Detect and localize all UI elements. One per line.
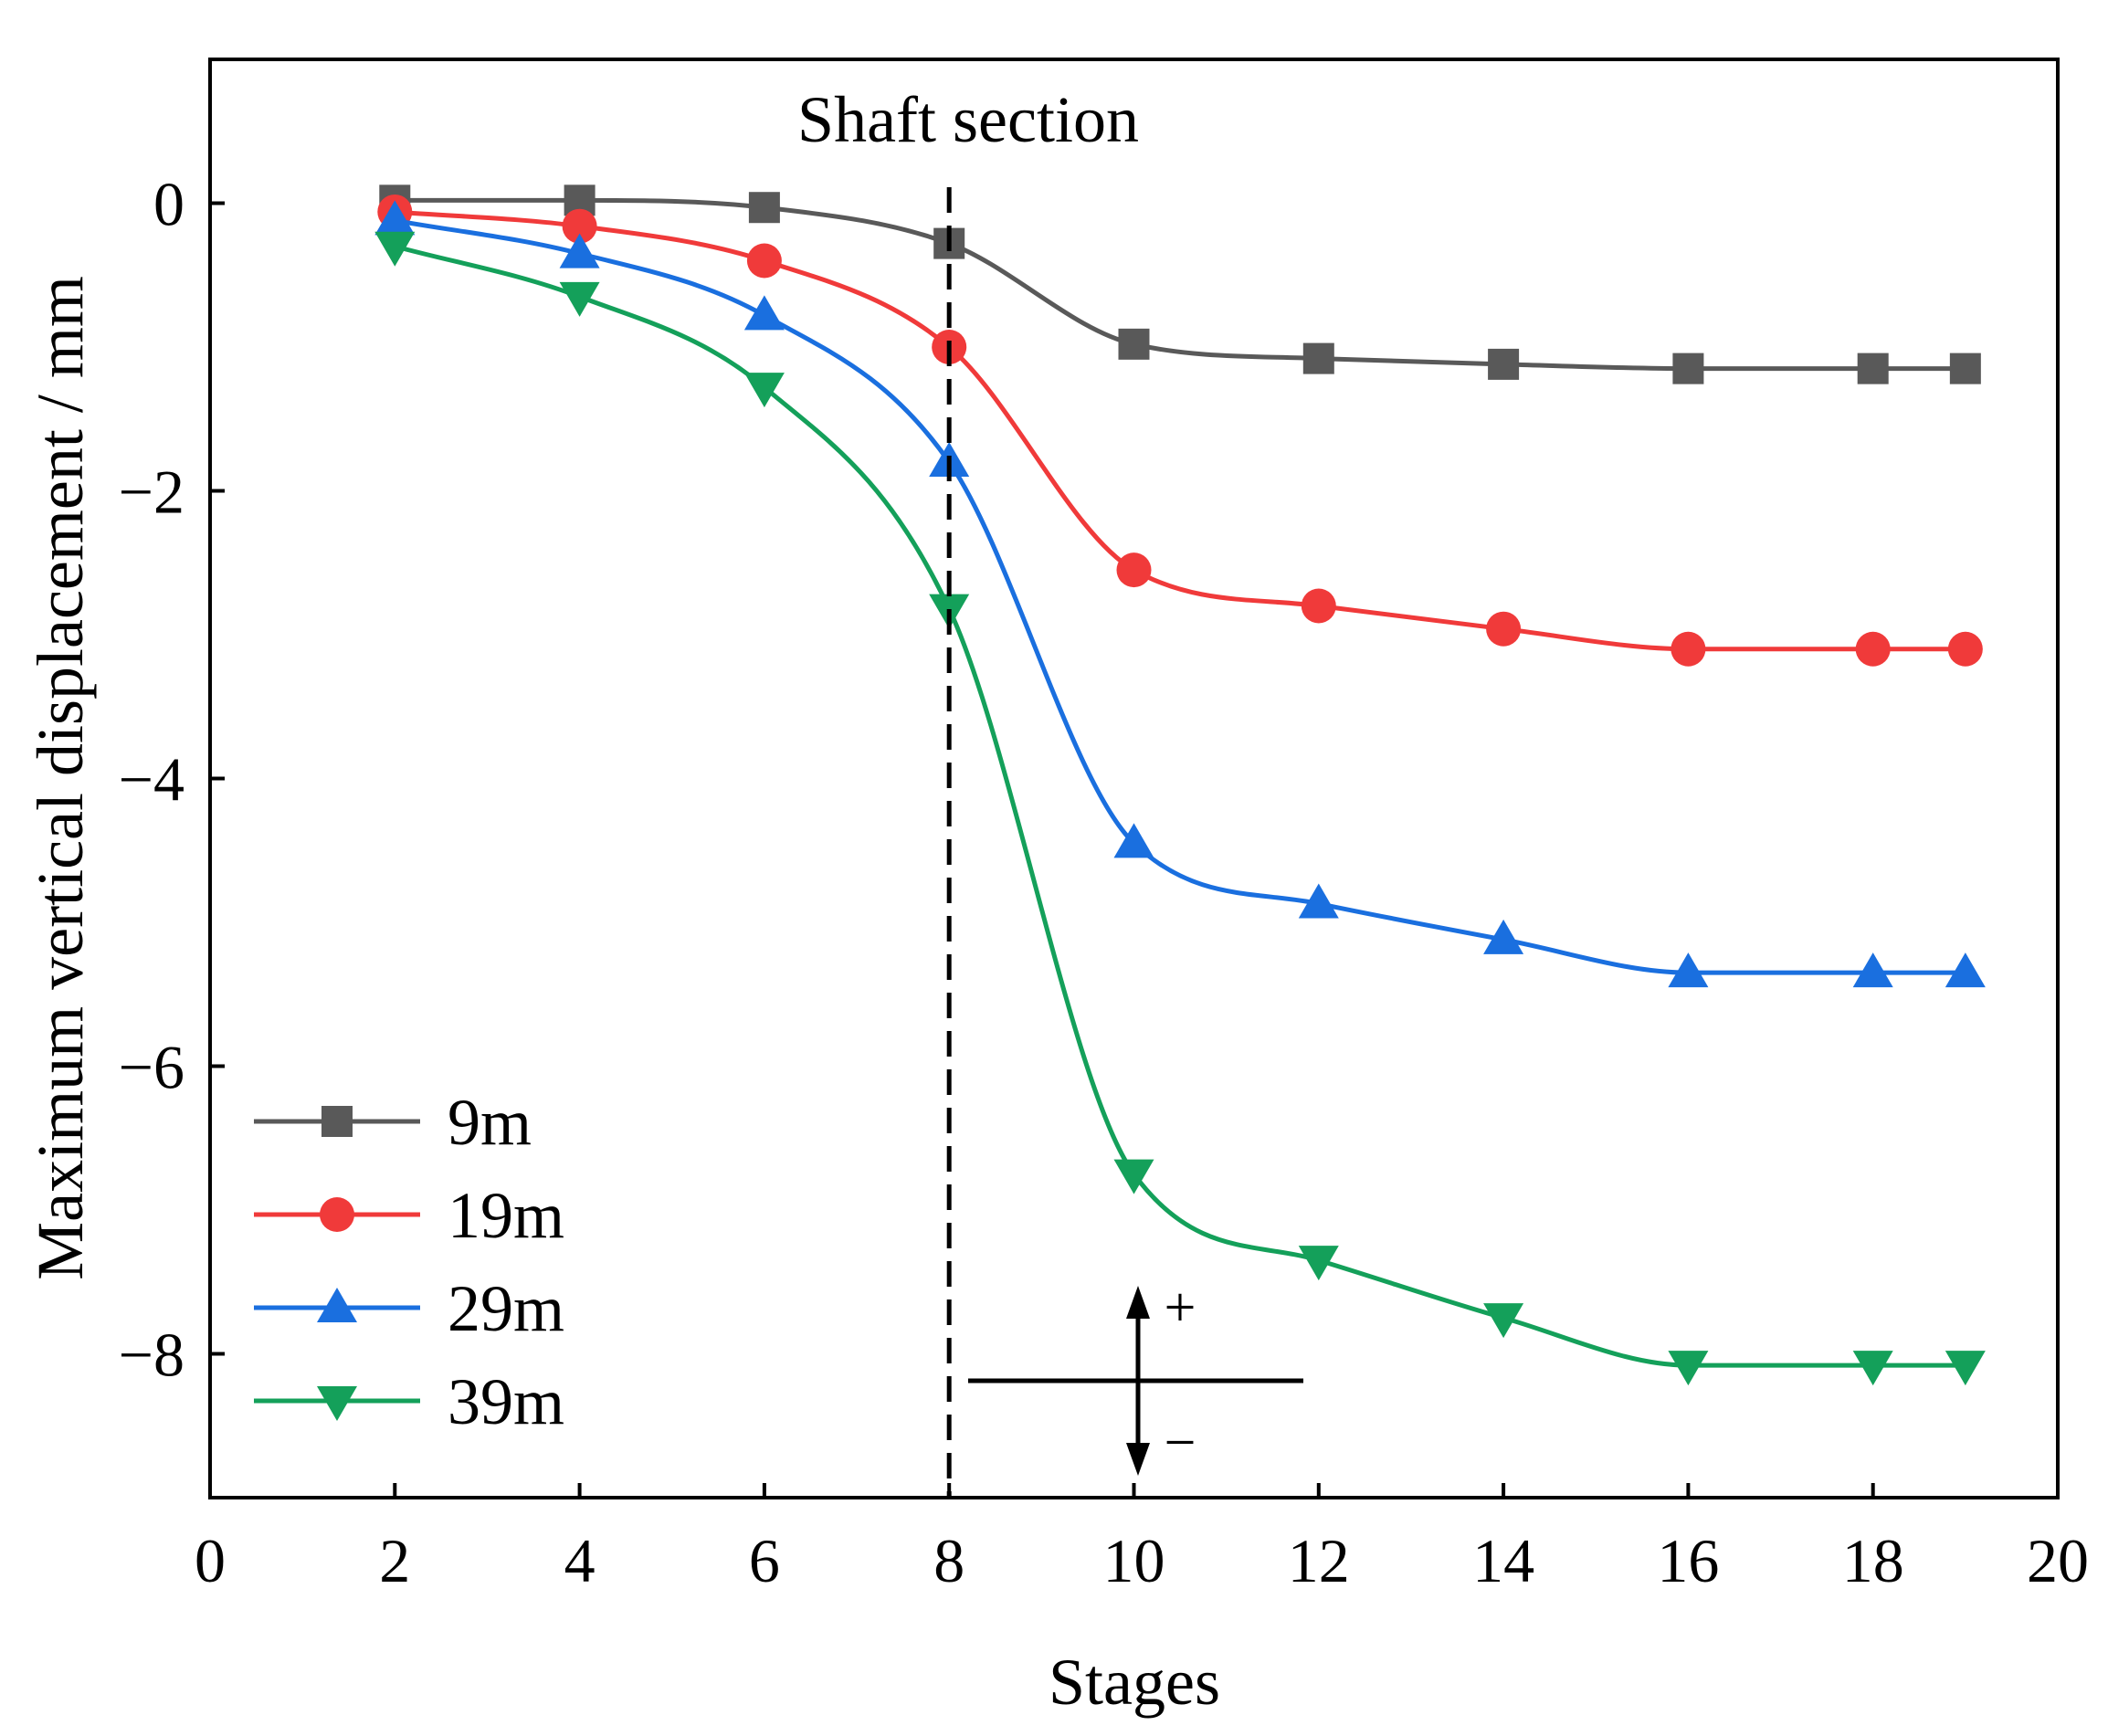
arrow-down-icon — [1126, 1443, 1150, 1476]
x-tick-label: 4 — [564, 1526, 596, 1595]
series-29m — [374, 200, 1986, 988]
x-tick-label: 10 — [1103, 1526, 1165, 1595]
data-point-29m-stage-6 — [743, 295, 785, 331]
x-tick-label: 16 — [1657, 1526, 1719, 1595]
data-point-9m-stage-18 — [1857, 352, 1889, 384]
y-axis-title: Maximum vertical displacement / mm — [24, 276, 97, 1280]
data-point-19m-stage-19 — [1947, 631, 1983, 667]
data-point-29m-stage-12 — [1298, 883, 1339, 919]
legend-marker-9m — [321, 1106, 353, 1137]
y-tick-label: −6 — [119, 1033, 184, 1102]
series-line-9m — [395, 197, 1966, 372]
x-axis-title: Stages — [1049, 1646, 1220, 1719]
data-point-19m-stage-16 — [1671, 631, 1706, 667]
legend-marker-19m — [320, 1197, 354, 1232]
series-layer — [374, 184, 1986, 1386]
data-point-9m-stage-12 — [1302, 342, 1334, 374]
data-point-29m-stage-2 — [374, 200, 416, 236]
data-point-19m-stage-18 — [1855, 631, 1891, 667]
x-tick-label: 20 — [2027, 1526, 2089, 1595]
data-point-29m-stage-10 — [1113, 823, 1154, 858]
data-point-9m-stage-16 — [1672, 352, 1704, 384]
series-line-39m — [394, 244, 1966, 1368]
data-point-39m-stage-19 — [1945, 1351, 1986, 1386]
y-tick-label: 0 — [153, 170, 184, 239]
legend-marker-39m — [317, 1386, 357, 1421]
shaft-section-label: Shaft section — [797, 83, 1139, 156]
y-tick-label: −2 — [119, 458, 184, 527]
legend-label-9m: 9m — [448, 1086, 532, 1159]
legend-label-39m: 39m — [448, 1365, 564, 1438]
x-tick-label: 2 — [379, 1526, 410, 1595]
data-point-29m-stage-19 — [1945, 952, 1986, 988]
data-point-19m-stage-12 — [1301, 588, 1336, 624]
y-axis-ticks: 0 −2 −4 −6 −8 — [119, 170, 225, 1390]
legend-item-9m: 9m — [254, 1086, 532, 1159]
data-point-29m-stage-4 — [559, 233, 600, 268]
x-tick-label: 0 — [195, 1526, 226, 1595]
legend-label-19m: 19m — [448, 1179, 564, 1252]
series-line-19m — [395, 209, 1966, 652]
data-point-9m-stage-10 — [1118, 328, 1150, 360]
plus-sign: + — [1165, 1277, 1196, 1339]
data-point-39m-stage-12 — [1298, 1246, 1339, 1281]
series-39m — [374, 231, 1986, 1386]
data-point-29m-stage-14 — [1483, 919, 1524, 954]
data-point-9m-stage-14 — [1488, 348, 1520, 380]
series-line-29m — [394, 217, 1966, 975]
x-axis-ticks: 0 2 4 6 8 10 12 14 16 18 20 — [195, 1483, 2089, 1595]
data-point-39m-stage-16 — [1668, 1351, 1709, 1386]
data-point-19m-stage-4 — [562, 208, 597, 244]
legend-label-29m: 29m — [448, 1272, 564, 1345]
data-point-19m-stage-14 — [1486, 611, 1522, 647]
data-point-9m-stage-6 — [748, 192, 780, 224]
legend: 9m 19m 29m 39m — [254, 1086, 564, 1438]
sign-indicator: + − — [968, 1277, 1303, 1476]
data-point-29m-stage-18 — [1852, 952, 1893, 988]
data-point-39m-stage-18 — [1852, 1351, 1893, 1386]
legend-marker-29m — [317, 1288, 357, 1322]
data-point-39m-stage-6 — [743, 373, 785, 408]
data-point-39m-stage-4 — [559, 281, 600, 317]
data-point-39m-stage-14 — [1483, 1303, 1524, 1339]
x-tick-label: 14 — [1472, 1526, 1534, 1595]
x-tick-label: 6 — [749, 1526, 780, 1595]
y-tick-label: −8 — [119, 1320, 184, 1390]
data-point-19m-stage-6 — [746, 243, 782, 279]
arrow-up-icon — [1126, 1286, 1150, 1319]
data-point-39m-stage-10 — [1113, 1159, 1154, 1194]
legend-item-39m: 39m — [254, 1365, 564, 1438]
x-tick-label: 8 — [933, 1526, 964, 1595]
series-9m — [379, 184, 1981, 384]
data-point-19m-stage-10 — [1116, 552, 1152, 588]
x-tick-label: 12 — [1288, 1526, 1350, 1595]
minus-sign: − — [1165, 1412, 1196, 1474]
legend-item-29m: 29m — [254, 1272, 564, 1345]
x-tick-label: 18 — [1842, 1526, 1904, 1595]
y-tick-label: −4 — [119, 745, 184, 815]
data-point-29m-stage-16 — [1668, 952, 1709, 988]
data-point-9m-stage-19 — [1949, 352, 1981, 384]
legend-item-19m: 19m — [254, 1179, 564, 1252]
data-point-39m-stage-2 — [374, 231, 416, 267]
